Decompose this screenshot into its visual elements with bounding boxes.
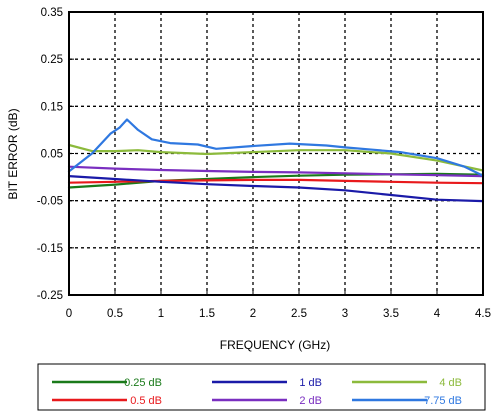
x-tick-label: 1 bbox=[158, 308, 164, 320]
x-tick-label: 4 bbox=[434, 308, 441, 320]
x-axis-label: FREQUENCY (GHz) bbox=[220, 338, 330, 352]
x-tick-label: 1.5 bbox=[199, 308, 215, 320]
y-tick-label: 0.35 bbox=[41, 7, 63, 19]
x-tick-label: 0.5 bbox=[107, 308, 123, 320]
x-tick-label: 4.5 bbox=[475, 308, 491, 320]
legend: 0.25 dB 0.5 dB 1 dB 2 dB 4 dB 7.75 dB bbox=[37, 363, 486, 411]
y-tick-label: 0.05 bbox=[41, 149, 63, 161]
legend-label: 2 dB bbox=[299, 395, 322, 407]
legend-label: 7.75 dB bbox=[424, 395, 462, 407]
x-tick-label: 0 bbox=[66, 308, 72, 320]
x-tick-label: 2.5 bbox=[291, 308, 307, 320]
series-line bbox=[67, 175, 485, 203]
x-tick-label: 2 bbox=[250, 308, 256, 320]
y-tick-label: -0.25 bbox=[37, 290, 63, 302]
legend-label: 1 dB bbox=[299, 377, 322, 389]
legend-item: 4 dB bbox=[352, 377, 462, 389]
legend-item: 0.5 dB bbox=[52, 395, 162, 407]
legend-item: 2 dB bbox=[212, 395, 322, 407]
series-line bbox=[67, 143, 485, 172]
legend-item: 1 dB bbox=[212, 377, 322, 389]
y-tick-label: -0.05 bbox=[37, 196, 63, 208]
legend-label: 0.5 dB bbox=[130, 395, 162, 407]
legend-label: 0.25 dB bbox=[124, 377, 162, 389]
legend-box bbox=[37, 363, 486, 411]
y-tick-label: 0.25 bbox=[41, 54, 63, 66]
y-axis-label: BIT ERROR (dB) bbox=[6, 108, 20, 199]
legend-label: 4 dB bbox=[439, 377, 462, 389]
series-line bbox=[67, 118, 485, 177]
legend-item: 0.25 dB bbox=[52, 377, 162, 389]
y-tick-label: -0.15 bbox=[37, 243, 63, 255]
series-line bbox=[67, 165, 485, 178]
x-tick-label: 3 bbox=[342, 308, 348, 320]
y-tick-label: 0.15 bbox=[41, 101, 63, 113]
plot-frame bbox=[68, 11, 484, 296]
legend-item: 7.75 dB bbox=[352, 395, 462, 407]
x-tick-label: 3.5 bbox=[383, 308, 399, 320]
